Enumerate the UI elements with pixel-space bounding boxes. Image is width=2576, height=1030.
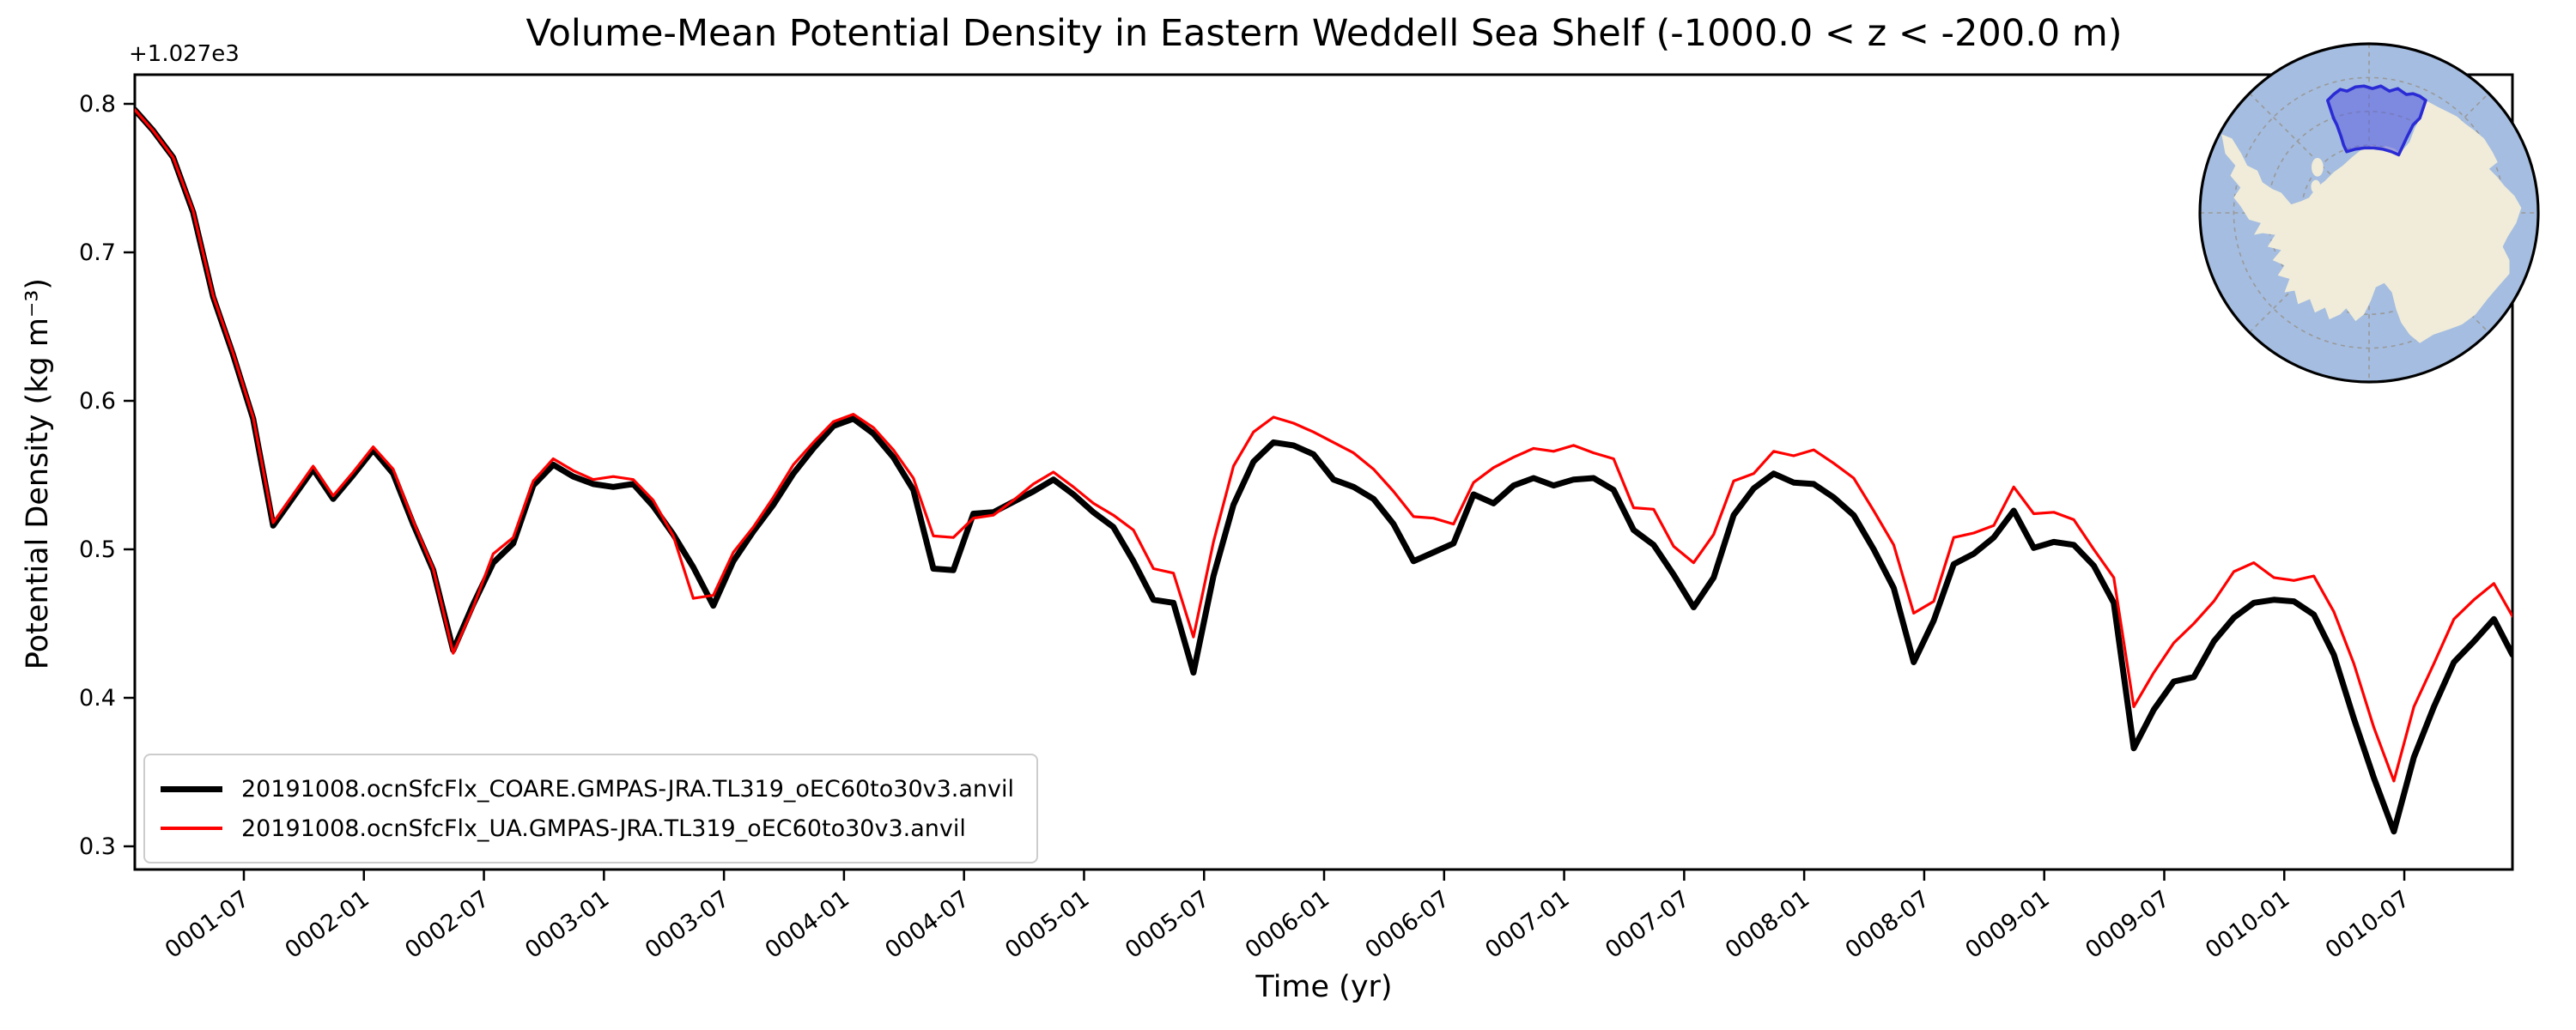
x-tick-label: 0009-01 xyxy=(1960,886,2054,964)
map-island xyxy=(2342,272,2354,283)
legend-label-coare: 20191008.ocnSfcFlx_COARE.GMPAS-JRA.TL319… xyxy=(241,775,1015,803)
x-tick-label: 0009-07 xyxy=(2081,886,2174,964)
y-tick-label: 0.3 xyxy=(79,833,116,860)
legend: 20191008.ocnSfcFlx_COARE.GMPAS-JRA.TL319… xyxy=(143,754,1039,863)
y-tick-label: 0.4 xyxy=(79,685,116,712)
x-tick-label: 0003-07 xyxy=(641,886,734,964)
map-outline xyxy=(2198,42,2540,384)
x-tick-label: 0002-01 xyxy=(280,886,374,964)
chart-title: Volume-Mean Potential Density in Eastern… xyxy=(526,12,2123,55)
map-region-eastern-weddell-sea-shelf xyxy=(2325,84,2427,157)
series-line-coare xyxy=(135,106,2512,835)
legend-line-swatch-ua xyxy=(161,827,222,830)
x-tick-label: 0010-01 xyxy=(2201,886,2294,964)
x-tick-label: 0004-07 xyxy=(880,886,974,964)
legend-label-ua: 20191008.ocnSfcFlx_UA.GMPAS-JRA.TL319_oE… xyxy=(241,815,966,842)
x-tick-label: 0007-01 xyxy=(1480,886,1574,964)
x-tick-label: 0005-01 xyxy=(1000,886,1094,964)
series-line-ua xyxy=(135,108,2512,783)
map-island xyxy=(2312,157,2324,177)
axes-box xyxy=(133,73,2514,871)
x-tick-label: 0008-07 xyxy=(1841,886,1935,964)
x-tick-label: 0002-07 xyxy=(400,886,494,964)
x-tick-label: 0006-07 xyxy=(1360,886,1454,964)
map-island xyxy=(2311,179,2321,194)
antarctica-inset-map xyxy=(2198,42,2540,384)
y-axis-offset-label: +1.027e3 xyxy=(129,41,240,67)
x-tick-label: 0005-07 xyxy=(1121,886,1214,964)
x-axis: 0001-07 0002-01 0002-07 0003-01 0003-07 0004-… xyxy=(161,869,2415,964)
y-axis: 0.3 0.4 0.5 0.6 0.7 0.8 xyxy=(79,91,135,860)
y-tick-label: 0.8 xyxy=(79,91,116,118)
x-tick-label: 0001-07 xyxy=(161,886,254,964)
y-tick-label: 0.6 xyxy=(79,388,116,415)
x-tick-label: 0004-01 xyxy=(761,886,854,964)
x-tick-label: 0006-01 xyxy=(1241,886,1334,964)
x-tick-label: 0003-01 xyxy=(520,886,614,964)
legend-item-ua: 20191008.ocnSfcFlx_UA.GMPAS-JRA.TL319_oE… xyxy=(161,809,1014,848)
y-tick-label: 0.7 xyxy=(79,239,116,266)
series-group xyxy=(135,106,2512,835)
x-tick-label: 0008-01 xyxy=(1721,886,1814,964)
legend-item-coare: 20191008.ocnSfcFlx_COARE.GMPAS-JRA.TL319… xyxy=(161,769,1014,809)
y-tick-label: 0.5 xyxy=(79,536,116,563)
map-antarctica-land xyxy=(2221,100,2522,343)
x-tick-label: 0007-07 xyxy=(1601,886,1694,964)
legend-line-swatch-coare xyxy=(161,785,222,792)
x-tick-label: 0010-07 xyxy=(2321,886,2415,964)
x-axis-label: Time (yr) xyxy=(1255,970,1393,1004)
